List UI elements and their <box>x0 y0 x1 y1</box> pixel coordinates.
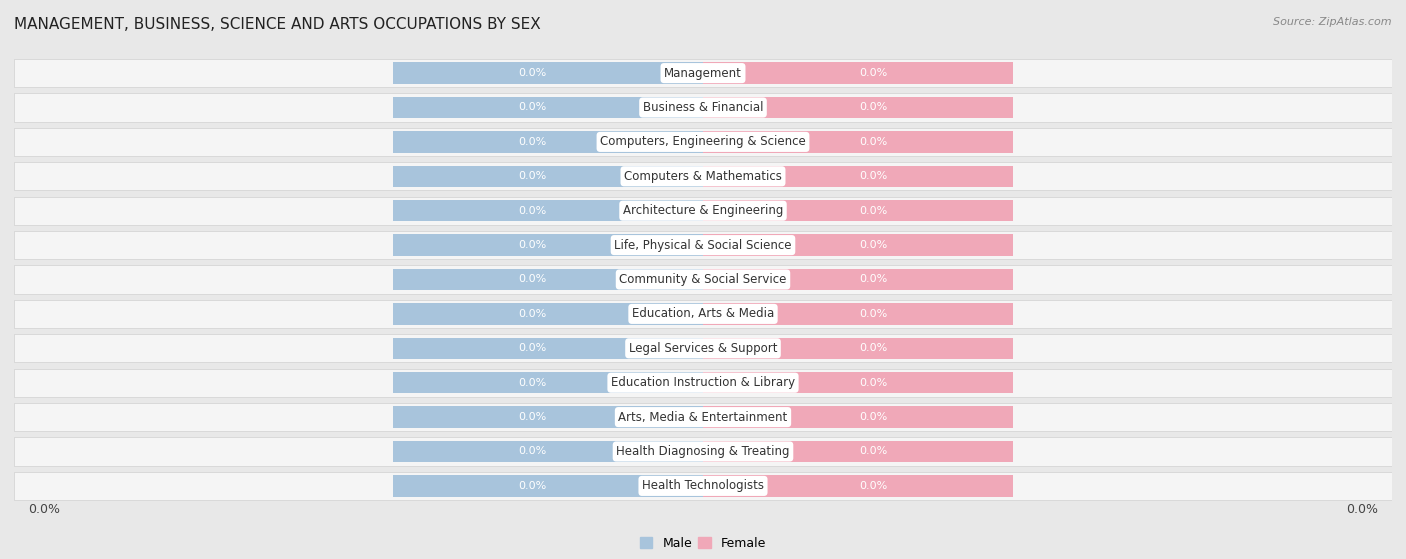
Bar <box>392 406 703 428</box>
Text: Legal Services & Support: Legal Services & Support <box>628 342 778 355</box>
Bar <box>703 269 1012 290</box>
Bar <box>392 372 703 394</box>
Text: Business & Financial: Business & Financial <box>643 101 763 114</box>
Text: 0.0%: 0.0% <box>859 447 887 457</box>
Text: 0.0%: 0.0% <box>519 412 547 422</box>
Text: 0.0%: 0.0% <box>519 378 547 388</box>
Text: 0.0%: 0.0% <box>859 378 887 388</box>
Bar <box>392 165 703 187</box>
Text: 0.0%: 0.0% <box>859 274 887 285</box>
Text: Computers & Mathematics: Computers & Mathematics <box>624 170 782 183</box>
Bar <box>14 128 1392 156</box>
Bar <box>392 200 703 221</box>
Text: 0.0%: 0.0% <box>859 481 887 491</box>
Text: 0.0%: 0.0% <box>859 240 887 250</box>
Text: 0.0%: 0.0% <box>519 481 547 491</box>
Bar <box>392 63 703 84</box>
Text: 0.0%: 0.0% <box>519 102 547 112</box>
Text: 0.0%: 0.0% <box>519 343 547 353</box>
Text: Education, Arts & Media: Education, Arts & Media <box>631 307 775 320</box>
Text: Architecture & Engineering: Architecture & Engineering <box>623 204 783 217</box>
Text: 0.0%: 0.0% <box>859 68 887 78</box>
Bar <box>14 300 1392 328</box>
Text: 0.0%: 0.0% <box>519 206 547 216</box>
Bar <box>14 231 1392 259</box>
Bar <box>14 437 1392 466</box>
Bar <box>703 303 1012 325</box>
Bar <box>703 406 1012 428</box>
Bar <box>703 234 1012 256</box>
Text: 0.0%: 0.0% <box>859 102 887 112</box>
Text: 0.0%: 0.0% <box>1346 503 1378 516</box>
Text: 0.0%: 0.0% <box>519 447 547 457</box>
Bar <box>392 441 703 462</box>
Text: 0.0%: 0.0% <box>859 137 887 147</box>
Bar <box>703 97 1012 118</box>
Text: Life, Physical & Social Science: Life, Physical & Social Science <box>614 239 792 252</box>
Text: 0.0%: 0.0% <box>519 240 547 250</box>
Text: 0.0%: 0.0% <box>519 171 547 181</box>
Bar <box>703 372 1012 394</box>
Text: 0.0%: 0.0% <box>859 343 887 353</box>
Bar <box>14 197 1392 225</box>
Legend: Male, Female: Male, Female <box>636 532 770 555</box>
Text: Community & Social Service: Community & Social Service <box>619 273 787 286</box>
Text: 0.0%: 0.0% <box>519 68 547 78</box>
Bar <box>703 131 1012 153</box>
Bar <box>392 269 703 290</box>
Bar <box>392 303 703 325</box>
Text: Education Instruction & Library: Education Instruction & Library <box>612 376 794 389</box>
Bar <box>703 63 1012 84</box>
Bar <box>14 93 1392 122</box>
Text: 0.0%: 0.0% <box>859 412 887 422</box>
Text: 0.0%: 0.0% <box>859 171 887 181</box>
Bar <box>703 475 1012 496</box>
Text: Computers, Engineering & Science: Computers, Engineering & Science <box>600 135 806 148</box>
Bar <box>392 338 703 359</box>
Bar <box>14 403 1392 431</box>
Text: Source: ZipAtlas.com: Source: ZipAtlas.com <box>1274 17 1392 27</box>
Bar <box>14 368 1392 397</box>
Bar <box>703 441 1012 462</box>
Bar <box>703 338 1012 359</box>
Text: Arts, Media & Entertainment: Arts, Media & Entertainment <box>619 411 787 424</box>
Text: MANAGEMENT, BUSINESS, SCIENCE AND ARTS OCCUPATIONS BY SEX: MANAGEMENT, BUSINESS, SCIENCE AND ARTS O… <box>14 17 541 32</box>
Text: 0.0%: 0.0% <box>859 309 887 319</box>
Bar <box>703 200 1012 221</box>
Bar <box>14 162 1392 191</box>
Text: Health Diagnosing & Treating: Health Diagnosing & Treating <box>616 445 790 458</box>
Text: Health Technologists: Health Technologists <box>643 480 763 492</box>
Bar <box>703 165 1012 187</box>
Text: 0.0%: 0.0% <box>519 137 547 147</box>
Bar <box>14 334 1392 362</box>
Text: 0.0%: 0.0% <box>859 206 887 216</box>
Bar <box>14 59 1392 87</box>
Text: 0.0%: 0.0% <box>519 309 547 319</box>
Text: 0.0%: 0.0% <box>519 274 547 285</box>
Text: 0.0%: 0.0% <box>28 503 60 516</box>
Text: Management: Management <box>664 67 742 79</box>
Bar <box>392 131 703 153</box>
Bar <box>14 472 1392 500</box>
Bar <box>14 266 1392 293</box>
Bar <box>392 234 703 256</box>
Bar <box>392 97 703 118</box>
Bar <box>392 475 703 496</box>
